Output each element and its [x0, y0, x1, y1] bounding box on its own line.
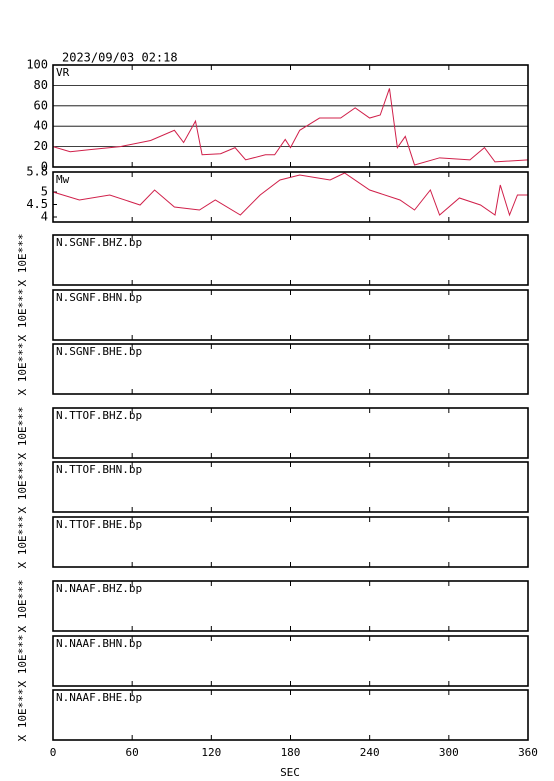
panel-label: N.SGNF.BHN.bp	[56, 291, 142, 304]
y-axis-label: X 10E***	[16, 635, 29, 688]
y-tick-label: 5.8	[26, 165, 48, 179]
panel-frame	[52, 635, 529, 687]
panel-frame	[52, 689, 529, 741]
panel-label: N.TTOF.BHN.bp	[56, 463, 142, 476]
panel-label: N.NAAF.BHE.bp	[56, 691, 142, 704]
panel-frame	[52, 234, 529, 286]
data-line	[52, 172, 528, 217]
y-axis-label: X 10E***	[16, 580, 29, 633]
x-tick-label: 120	[201, 746, 221, 759]
y-axis-label: X 10E***	[16, 461, 29, 514]
panel-label: VR	[56, 66, 70, 79]
y-axis-label: X 10E***	[16, 407, 29, 460]
x-tick-label: 360	[518, 746, 538, 759]
panel-label: N.SGNF.BHE.bp	[56, 345, 142, 358]
y-tick-label: 20	[34, 139, 48, 153]
panel-frame	[52, 289, 529, 341]
x-tick-label: 180	[281, 746, 301, 759]
y-tick-label: 4	[41, 210, 48, 224]
y-tick-label: 0	[41, 160, 48, 174]
y-axis-label: X 10E***	[16, 289, 29, 342]
x-tick-label: 300	[439, 746, 459, 759]
panel-label: N.NAAF.BHZ.bp	[56, 582, 142, 595]
y-axis-label: X 10E***	[16, 343, 29, 396]
panel-label: N.SGNF.BHZ.bp	[56, 236, 142, 249]
y-axis-label: X 10E***	[16, 516, 29, 569]
y-tick-label: 100	[26, 58, 48, 72]
y-tick-label: 40	[34, 119, 48, 133]
panel-frame	[52, 516, 529, 568]
y-tick-label: 4.5	[26, 197, 48, 211]
x-tick-label: 240	[360, 746, 380, 759]
panel-frame	[52, 343, 529, 395]
panel-frame	[52, 407, 529, 459]
panel-frame	[52, 461, 529, 513]
y-axis-label: X 10E***	[16, 234, 29, 287]
panel-label: Mw	[56, 173, 70, 186]
chart-title: 2023/09/03 02:18	[62, 51, 178, 65]
y-axis-label: X 10E***	[16, 689, 29, 742]
panel-label: N.TTOF.BHE.bp	[56, 518, 142, 531]
panel-frame	[52, 580, 529, 632]
x-tick-label: 0	[50, 746, 57, 759]
panel-label: N.NAAF.BHN.bp	[56, 637, 142, 650]
y-tick-label: 60	[34, 98, 48, 112]
data-line	[52, 88, 529, 166]
panel-label: N.TTOF.BHZ.bp	[56, 409, 142, 422]
panel-frame	[52, 64, 529, 168]
y-tick-label: 80	[34, 78, 48, 92]
y-tick-label: 5	[41, 185, 48, 199]
x-tick-label: 60	[126, 746, 139, 759]
panel-frame	[52, 171, 529, 223]
x-axis-label: SEC	[280, 766, 300, 779]
